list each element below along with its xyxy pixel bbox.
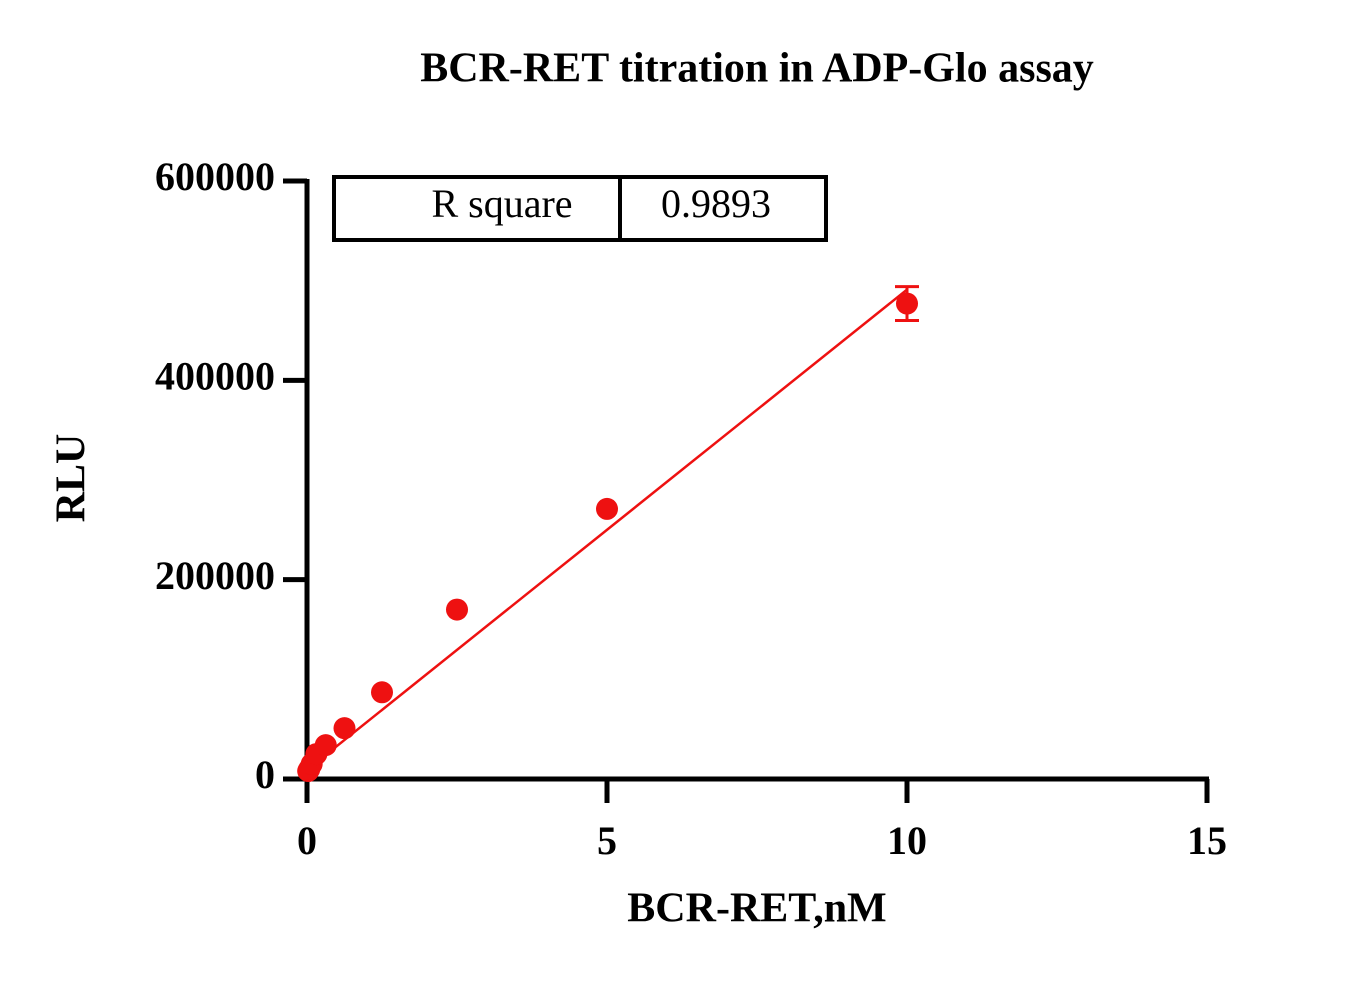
data-point — [314, 734, 337, 757]
y-tick-label: 600000 — [155, 154, 275, 199]
y-tick-label: 200000 — [155, 553, 275, 598]
y-tick-label: 0 — [255, 752, 275, 797]
stats-table: R square 0.9893 — [332, 175, 828, 242]
x-axis-label: BCR-RET,nM — [627, 886, 886, 932]
table-border — [332, 175, 828, 242]
data-point — [446, 598, 468, 621]
x-tick-label: 15 — [1187, 818, 1227, 863]
x-tick-label: 10 — [887, 818, 927, 863]
data-point — [333, 717, 356, 740]
chart-title: BCR-RET titration in ADP-Glo assay — [420, 46, 1094, 92]
data-point — [371, 681, 393, 704]
table-value: 0.9893 — [661, 181, 771, 226]
data-point — [896, 292, 918, 315]
x-tick-label: 5 — [597, 818, 617, 863]
x-tick-label: 0 — [297, 818, 317, 863]
data-point — [596, 497, 618, 520]
y-tick-label: 400000 — [155, 354, 275, 399]
y-axis-label: RLU — [49, 434, 95, 523]
fit-line — [307, 288, 908, 771]
table-label: R square — [431, 181, 572, 226]
